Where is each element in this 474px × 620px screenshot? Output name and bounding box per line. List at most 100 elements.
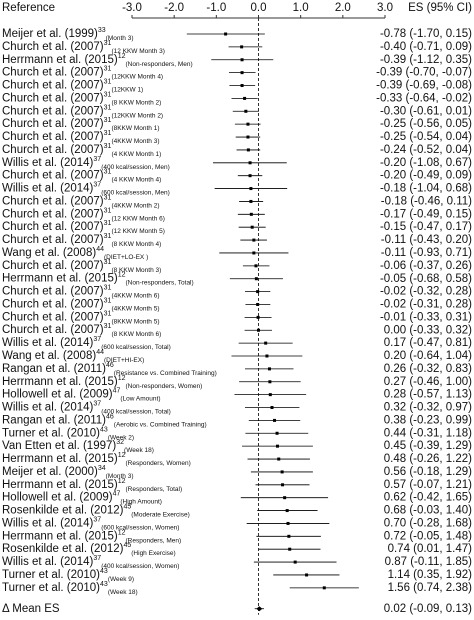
effect-label: 1.14 (0.35, 1.92) bbox=[388, 569, 473, 581]
effect-label: 0.28 (-0.57, 1.13) bbox=[384, 389, 472, 401]
subgroup: (400 kcal/session, Men) bbox=[101, 164, 170, 171]
effect-point bbox=[246, 122, 250, 126]
subgroup: (12KKW Month 4) bbox=[111, 73, 163, 80]
study-name: Rangan et al. (2011) bbox=[2, 414, 106, 426]
effect-point bbox=[246, 148, 250, 152]
effect-label: -0.18 (-0.46, 0.11) bbox=[381, 195, 472, 207]
row-label: Herrmann et al. (2015)12(Non-responders,… bbox=[2, 53, 193, 68]
subgroup: (High Exercise) bbox=[131, 550, 175, 557]
effect-point bbox=[243, 96, 247, 100]
effect-label: -0.20 (-1.08, 0.67) bbox=[380, 157, 472, 169]
subgroup: (DIET+LO-EX ) bbox=[104, 254, 148, 261]
citation: 12 bbox=[118, 452, 126, 459]
effect-label: -0.25 (-0.54, 0.04) bbox=[380, 131, 472, 143]
subgroup: (Week 18) bbox=[108, 589, 138, 596]
study-name: Church et al. (2007) bbox=[2, 41, 104, 53]
study-name: Church et al. (2007) bbox=[2, 118, 104, 130]
row-label: Willis et al. (2014)37(600 kcal/session,… bbox=[2, 516, 179, 531]
study-name: Herrmann et al. (2015) bbox=[2, 479, 118, 491]
effect-label: -0.20 (-0.49, 0.09) bbox=[380, 170, 472, 182]
subgroup: (600 kcal/session, Women) bbox=[101, 524, 179, 531]
effect-point bbox=[256, 315, 260, 319]
study-name: Church et al. (2007) bbox=[2, 92, 104, 104]
row-label: Turner et al. (2010)43(Week 9) bbox=[2, 568, 134, 583]
row-label: Willis et al. (2014)37(400 kcal/session,… bbox=[2, 555, 179, 570]
effect-label: -0.39 (-0.70, -0.07) bbox=[376, 67, 472, 79]
study-name: Meijer et al. (1999) bbox=[2, 28, 98, 40]
effect-label: -0.05 (-0.68, 0.58) bbox=[380, 273, 472, 285]
study-name: Hollowell et al. (2009) bbox=[2, 492, 113, 504]
citation: 31 bbox=[104, 104, 112, 111]
row-label: Church et al. (2007)31(4KKW Month 6) bbox=[2, 284, 159, 299]
effect-point bbox=[286, 521, 290, 525]
citation: 12 bbox=[118, 529, 126, 536]
effect-label: 0.17 (-0.47, 0.81) bbox=[384, 337, 472, 349]
effect-point bbox=[281, 483, 285, 487]
subgroup: (Responders, Men) bbox=[126, 537, 182, 544]
study-name: Turner et al. (2010) bbox=[2, 427, 100, 439]
effect-label: 0.74 (0.01, 1.47) bbox=[388, 543, 473, 555]
subgroup: (Month 3) bbox=[106, 473, 134, 480]
estimate-header: ES (95% CI) bbox=[408, 2, 472, 14]
effect-point bbox=[264, 341, 268, 345]
effect-point bbox=[275, 444, 279, 448]
row-label: Church et al. (2007)31(12 KKW Month 3) bbox=[2, 40, 165, 55]
subgroup: (Responders, Women) bbox=[126, 460, 191, 467]
row-label: Church et al. (2007)31(8KKW Month 1) bbox=[2, 117, 159, 132]
row-label: Turner et al. (2010)43(Week 18) bbox=[2, 581, 138, 596]
effect-label: 1.56 (0.74, 2.38) bbox=[388, 582, 473, 594]
effect-point bbox=[250, 225, 254, 229]
study-name: Rosenkilde et al. (2012) bbox=[2, 505, 124, 517]
effect-point bbox=[256, 302, 260, 306]
subgroup: (8 KKW Month 2) bbox=[111, 99, 161, 106]
row-label: Wang et al. (2008)44(DIET+LO-EX ) bbox=[2, 246, 148, 261]
subgroup: (8KKW Month 1) bbox=[111, 125, 159, 132]
row-label: Rosenkilde et al. (2012)45(Moderate Exer… bbox=[2, 503, 190, 518]
citation: 37 bbox=[93, 336, 101, 343]
citation: 31 bbox=[104, 220, 112, 227]
study-name: Church et al. (2007) bbox=[2, 311, 104, 323]
study-name: Church et al. (2007) bbox=[2, 324, 104, 336]
subgroup: (Moderate Exercise) bbox=[131, 511, 190, 518]
subgroup: (12 KKW Month 6) bbox=[111, 215, 164, 222]
subgroup: (Non-responders, Men) bbox=[126, 60, 193, 67]
effect-label: -0.25 (-0.56, 0.05) bbox=[380, 118, 472, 130]
study-name: Church et al. (2007) bbox=[2, 260, 104, 272]
effect-label: -0.78 (-1.70, 0.15) bbox=[380, 28, 472, 40]
subgroup: (Non-responders, Total) bbox=[126, 279, 194, 286]
subgroup: (600 kcal/session, Total) bbox=[101, 344, 171, 351]
citation: 31 bbox=[104, 65, 112, 72]
row-label: Church et al. (2007)31(12KKW Month 4) bbox=[2, 65, 163, 80]
effect-point bbox=[322, 586, 326, 590]
row-label: Willis et al. (2014)37(400 kcal/session,… bbox=[2, 400, 171, 415]
effect-label: -0.02 (-0.31, 0.28) bbox=[380, 299, 472, 311]
row-label: Meijer et al. (1999)33(Month 3) bbox=[2, 27, 134, 42]
row-label: Church et al. (2007)31(4 KKW Month 1) bbox=[2, 143, 161, 158]
citation: 34 bbox=[98, 465, 106, 472]
citation: 12 bbox=[118, 375, 126, 382]
effect-point bbox=[249, 199, 253, 203]
effect-point bbox=[249, 212, 253, 216]
citation: 47 bbox=[113, 491, 121, 498]
effect-label: 0.87 (-0.11, 1.85) bbox=[385, 556, 473, 568]
subgroup: (Week 2) bbox=[108, 434, 134, 441]
subgroup: (8 KKW Month 3) bbox=[111, 267, 161, 274]
effect-point bbox=[252, 251, 256, 255]
row-label: Herrmann et al. (2015)12(Responders, Men… bbox=[2, 529, 181, 544]
effect-point bbox=[254, 264, 258, 268]
effect-point bbox=[248, 174, 252, 178]
study-name: Church et al. (2007) bbox=[2, 195, 104, 207]
effect-point bbox=[240, 84, 244, 88]
effect-point bbox=[268, 393, 272, 397]
subgroup: (Week 18) bbox=[124, 447, 154, 454]
row-label: Meijer et al. (2000)34(Month 3) bbox=[2, 465, 134, 480]
x-tick-label: -2.0 bbox=[164, 2, 184, 14]
effect-label: 0.72 (-0.05, 1.48) bbox=[384, 530, 472, 542]
citation: 37 bbox=[93, 156, 101, 163]
summary-estimate: 0.02 (-0.09, 0.13) bbox=[384, 603, 472, 615]
subgroup: (Responders, Total) bbox=[126, 486, 183, 493]
effect-point bbox=[273, 418, 277, 422]
study-name: Hollowell et al. (2009) bbox=[2, 389, 113, 401]
subgroup: (Non-responders, Women) bbox=[126, 382, 203, 389]
effect-label: 0.57 (-0.07, 1.21) bbox=[384, 479, 472, 491]
